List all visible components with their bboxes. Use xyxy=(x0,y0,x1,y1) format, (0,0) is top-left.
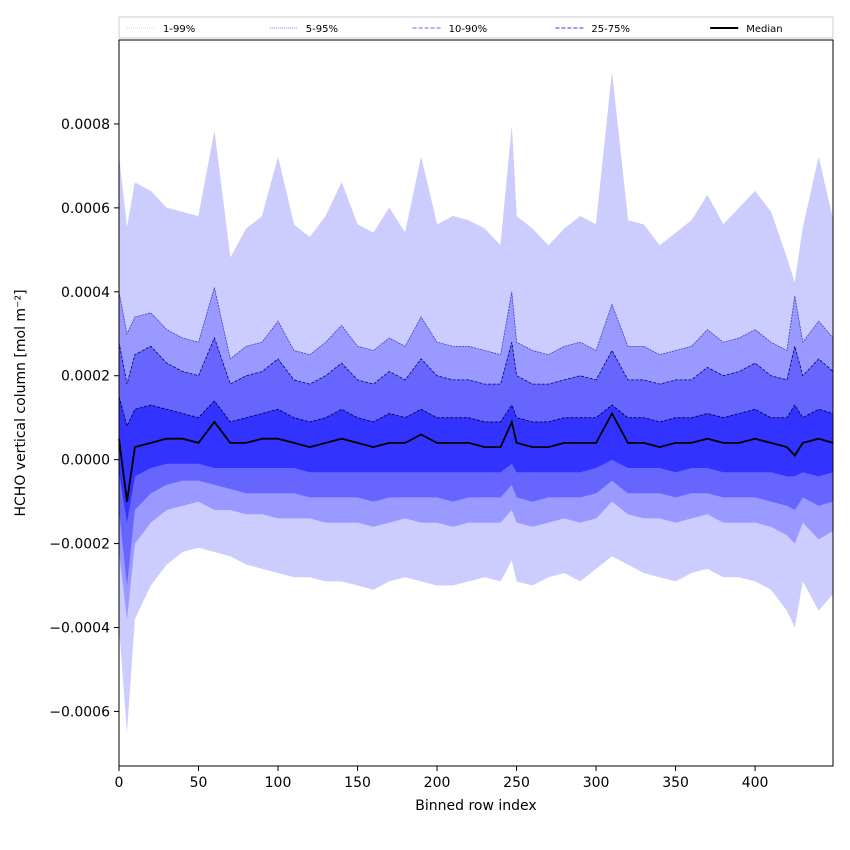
x-axis-ticks: 0 50 100 150 200 250 300 350 400 xyxy=(115,766,769,791)
legend-label: 25-75% xyxy=(591,24,630,35)
legend-label: 5-95% xyxy=(306,24,338,35)
y-tick-label: 0.0008 xyxy=(61,117,110,133)
y-tick-label: −0.0002 xyxy=(49,537,110,553)
percentile-bands xyxy=(118,73,834,733)
median-line xyxy=(118,411,834,502)
x-tick-label: 350 xyxy=(662,775,689,791)
x-tick-label: 0 xyxy=(115,775,124,791)
y-tick-label: 0.0006 xyxy=(61,201,110,217)
band-upper-edge-10-90pct xyxy=(118,336,834,385)
legend-label: Median xyxy=(746,24,782,35)
legend: 1-99% 5-95% 10-90% 25-75% Median xyxy=(118,16,834,39)
legend-box xyxy=(118,16,834,39)
legend-label: 1-99% xyxy=(163,24,195,35)
y-tick-label: 0.0000 xyxy=(61,453,110,469)
x-tick-label: 100 xyxy=(265,775,292,791)
band-25-75pct xyxy=(119,396,833,523)
y-axis-ticks: −0.0006 −0.0004 −0.0002 0.0000 0.0002 0.0004 0… xyxy=(49,117,119,720)
y-tick-label: 0.0002 xyxy=(61,369,110,385)
legend-label: 10-90% xyxy=(449,24,488,35)
band-upper-edge-25-75pct xyxy=(118,396,834,428)
x-tick-label: 150 xyxy=(344,775,371,791)
x-tick-label: 50 xyxy=(190,775,208,791)
band-upper-edge-5-95pct xyxy=(118,287,834,360)
y-axis-label: HCHO vertical column [mol m⁻²] xyxy=(13,289,29,516)
y-tick-label: −0.0004 xyxy=(49,621,110,637)
median-layer xyxy=(118,411,834,502)
x-tick-label: 200 xyxy=(424,775,451,791)
x-tick-label: 250 xyxy=(503,775,530,791)
band-upper-edge-1-99pct xyxy=(118,73,834,284)
y-tick-label: −0.0006 xyxy=(49,704,110,720)
x-tick-label: 300 xyxy=(583,775,610,791)
x-axis-label: Binned row index xyxy=(415,798,536,814)
x-tick-label: 400 xyxy=(742,775,769,791)
plot-frame xyxy=(118,39,834,767)
y-tick-label: 0.0004 xyxy=(61,285,110,301)
